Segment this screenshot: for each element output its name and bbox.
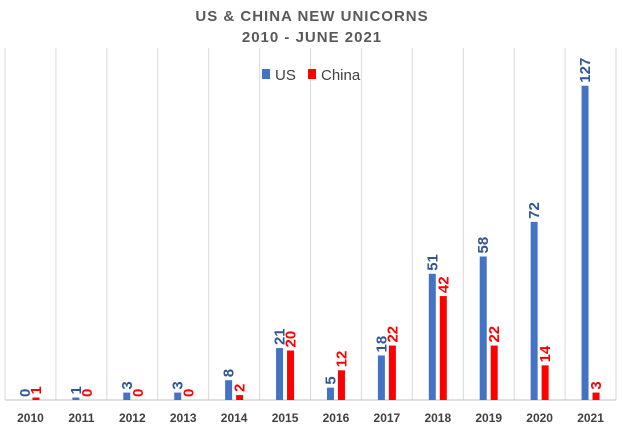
- bar-china-2010: [32, 397, 40, 400]
- x-tick-label: 2013: [170, 411, 197, 425]
- bar-us-2011: [72, 397, 80, 400]
- legend-swatch-china: [308, 69, 316, 79]
- legend-swatch-us: [262, 69, 270, 79]
- chart-subtitle: 2010 - JUNE 2021: [242, 29, 382, 46]
- data-label-china-2018: 42: [435, 276, 452, 293]
- x-tick-labels: 2010 2011 2012 2013 2014 2015 2016 2017 2018 2019…: [17, 411, 604, 425]
- bar-us-2021: [581, 85, 589, 401]
- data-label-china-2010: 1: [28, 386, 45, 394]
- data-label-china-2016: 12: [333, 351, 350, 368]
- x-tick-label: 2019: [475, 411, 502, 425]
- bar-us-2017: [377, 355, 385, 400]
- x-tick-label: 2014: [221, 411, 248, 425]
- bar-us-2013: [174, 392, 182, 400]
- legend-label-us: US: [275, 67, 296, 84]
- data-label-us-2016: 5: [322, 376, 339, 384]
- chart-title: US & CHINA NEW UNICORNS: [195, 8, 428, 25]
- bar-us-2012: [123, 392, 131, 400]
- x-tick-label: 2012: [119, 411, 146, 425]
- data-label-us-2021: 127: [577, 58, 594, 83]
- data-label-us-2011: 1: [68, 386, 85, 394]
- bar-us-2015: [276, 348, 284, 400]
- data-label-us-2018: 51: [424, 254, 441, 271]
- data-label-us-2019: 58: [475, 237, 492, 254]
- bar-china-2014: [236, 395, 244, 400]
- x-tick-label: 2020: [526, 411, 553, 425]
- data-label-us-2013: 3: [170, 381, 187, 389]
- data-label-us-2012: 3: [119, 381, 136, 389]
- gridlines: [4, 48, 617, 400]
- data-label-us-2014: 8: [221, 369, 238, 377]
- bar-china-2018: [439, 296, 447, 400]
- legend: US China: [262, 67, 361, 84]
- data-label-us-2020: 72: [526, 202, 543, 219]
- x-tick-label: 2021: [577, 411, 604, 425]
- data-label-us-2017: 18: [373, 336, 390, 353]
- x-tick-label: 2016: [323, 411, 350, 425]
- bar-us-2020: [530, 221, 538, 400]
- x-tick-label: 2017: [374, 411, 401, 425]
- data-label-china-2020: 14: [537, 345, 554, 362]
- bars: [32, 85, 600, 401]
- legend-label-china: China: [321, 67, 361, 84]
- x-tick-label: 2010: [17, 411, 44, 425]
- bar-china-2019: [490, 345, 498, 400]
- bar-us-2016: [326, 387, 334, 400]
- data-label-china-2017: 22: [384, 326, 401, 343]
- bar-china-2015: [287, 350, 295, 400]
- bar-us-2019: [479, 256, 487, 400]
- x-tick-label: 2015: [272, 411, 299, 425]
- data-label-china-2021: 3: [588, 381, 605, 389]
- data-label-china-2011: 0: [79, 389, 96, 397]
- data-label-china-2012: 0: [130, 389, 147, 397]
- bar-china-2021: [592, 392, 600, 400]
- bar-china-2016: [337, 370, 345, 400]
- x-tick-label: 2011: [68, 411, 94, 425]
- data-label-china-2013: 0: [181, 389, 198, 397]
- bar-china-2020: [541, 365, 549, 400]
- data-label-us-2015: 21: [272, 328, 289, 345]
- bar-us-2018: [428, 273, 436, 400]
- data-label-china-2019: 22: [486, 326, 503, 343]
- data-label-china-2015: 20: [283, 331, 300, 348]
- bar-china-2017: [388, 345, 396, 400]
- data-label-china-2014: 2: [232, 384, 249, 392]
- bar-us-2014: [225, 380, 233, 400]
- x-tick-label: 2018: [424, 411, 451, 425]
- data-label-us-2010: 0: [17, 389, 34, 397]
